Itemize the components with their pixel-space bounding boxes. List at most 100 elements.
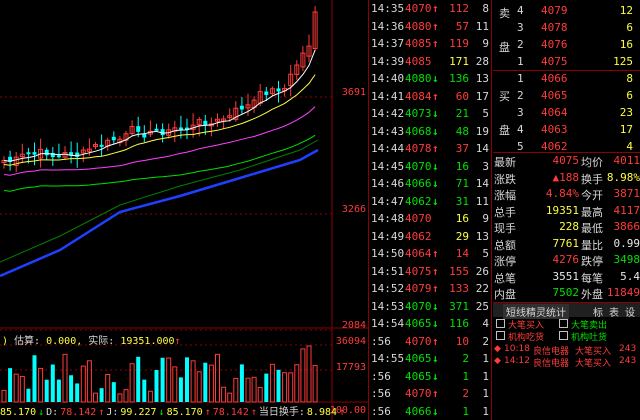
- volume-bar: [26, 388, 31, 402]
- candle-body: [300, 52, 306, 68]
- tick-row[interactable]: 14:40 4080 ↓ 136 13: [369, 70, 493, 88]
- tick-row[interactable]: 14:42 4073 ↓ 21 5: [369, 105, 493, 123]
- candle-body: [111, 136, 116, 141]
- checkbox-label: 大笔买入: [508, 321, 545, 331]
- up-arrow-icon: ↑: [432, 2, 439, 15]
- ask-level: 1: [517, 55, 524, 68]
- alert-item[interactable]: ◆ 10:18 良信电器 大笔买入 243: [493, 344, 640, 357]
- checkbox[interactable]: [559, 331, 568, 340]
- tick-row[interactable]: 14:54 4065 ↓ 116 4: [369, 315, 493, 333]
- volume-bar: [196, 371, 202, 403]
- separator: [493, 70, 640, 71]
- tick-count: 22: [475, 282, 489, 295]
- candle-body: [227, 115, 233, 119]
- stat-value: 3871: [613, 187, 640, 200]
- stat-value: 5.4: [620, 269, 640, 283]
- volume-bar: [44, 379, 49, 402]
- actual-label: 实际:: [88, 336, 115, 347]
- alert-item[interactable]: ◆ 14:12 良信电器 大笔买入 243: [493, 356, 640, 369]
- volume-bar: [239, 364, 244, 402]
- tick-price: 4065: [405, 352, 432, 365]
- tick-list[interactable]: 14:35 4070 ↑ 112 8 14:36 4080 ↑ 57 11 14:37 4085 ↑ 11…: [368, 0, 492, 420]
- alert-event: 大笔买入: [575, 359, 612, 369]
- tick-row[interactable]: 14:35 4070 ↑ 112 8: [369, 0, 493, 18]
- tick-count: 11: [475, 19, 489, 33]
- tick-row[interactable]: 14:55 4065 ↓ 2 1: [369, 350, 493, 368]
- up-arrow-icon: ↑: [432, 282, 439, 295]
- checkbox[interactable]: [496, 319, 505, 328]
- stat-label: 今开: [581, 189, 603, 202]
- tick-row[interactable]: 14:52 4079 ↑ 133 22: [369, 280, 493, 298]
- tick-row[interactable]: 14:44 4078 ↑ 37 14: [369, 140, 493, 158]
- down-arrow-icon: ↓: [432, 72, 439, 85]
- bid-price: 4066: [541, 72, 568, 85]
- tick-price: 4084: [405, 89, 432, 103]
- stat-value: 0.99: [613, 236, 640, 250]
- bid-price: 4062: [541, 140, 568, 153]
- tick-row[interactable]: 14:41 4084 ↑ 60 17: [369, 88, 493, 106]
- tick-row[interactable]: 14:49 4062 29 13: [369, 228, 493, 246]
- stat-label: 换手: [581, 172, 603, 186]
- candle-body: [44, 149, 49, 156]
- down-arrow-icon: ↓: [432, 194, 439, 208]
- tick-row[interactable]: 14:45 4070 ↓ 16 3: [369, 158, 493, 176]
- actual-value: 19351.000: [120, 336, 175, 347]
- tick-row[interactable]: 14:51 4075 ↑ 155 26: [369, 263, 493, 281]
- ask-price: 4075: [541, 55, 568, 68]
- volume-bar: [276, 369, 281, 402]
- tick-row[interactable]: :56 4070 ↑ 10 2: [369, 333, 493, 351]
- down-arrow-icon: ↓: [432, 159, 439, 173]
- down-arrow-icon: ↓: [432, 107, 439, 120]
- stat-label: 最低: [581, 222, 603, 235]
- tick-row[interactable]: 14:47 4062 ↓ 31 11: [369, 193, 493, 211]
- bid-level: 4: [517, 123, 524, 136]
- tick-count: 1: [482, 387, 489, 400]
- stat-value: 228: [559, 220, 579, 233]
- kline-chart[interactable]: 3691 3266 2084 36094 17793 100.00 ) 估算: …: [0, 0, 368, 420]
- bid-volume: 6: [626, 89, 633, 102]
- tick-row[interactable]: 14:43 4068 ↓ 48 19: [369, 123, 493, 141]
- tick-price: 4070: [405, 334, 432, 348]
- checkbox[interactable]: [559, 319, 568, 328]
- tick-price: 4075: [405, 264, 432, 278]
- tab-short-term-spirit[interactable]: 短线精灵统计: [503, 304, 569, 319]
- tick-volume: 119: [449, 37, 469, 50]
- checkbox[interactable]: [496, 331, 505, 340]
- stat-label: 均价: [581, 156, 603, 169]
- up-arrow-icon: ↑: [432, 387, 439, 400]
- volume-bar: [50, 364, 55, 402]
- volume-bar: [136, 356, 141, 402]
- tick-row[interactable]: 14:46 4066 ↓ 71 14: [369, 175, 493, 193]
- tick-time: 14:52: [371, 282, 405, 295]
- alert-event: 大笔买入: [575, 347, 612, 357]
- volume-bar: [312, 365, 318, 403]
- ask-volume: 16: [619, 38, 633, 51]
- tab-table[interactable]: 表: [609, 308, 619, 319]
- tick-row[interactable]: 14:48 4070 16 9: [369, 210, 493, 228]
- tick-time: :56: [371, 404, 391, 418]
- indicator-value: 85.170: [0, 407, 37, 418]
- tick-row[interactable]: 14:50 4064 ↑ 14 5: [369, 245, 493, 263]
- tick-row[interactable]: 14:36 4080 ↑ 57 11: [369, 18, 493, 36]
- tick-row[interactable]: 14:39 4085 171 28: [369, 53, 493, 71]
- candle-body: [288, 73, 294, 87]
- tick-count: 2: [482, 334, 489, 348]
- tick-price: 4085: [405, 37, 432, 50]
- tick-count: 14: [475, 177, 489, 190]
- indicator-value: 8.984: [306, 407, 338, 418]
- tab-mark[interactable]: 标: [593, 308, 603, 319]
- alert-value: 243: [619, 344, 637, 354]
- tick-row[interactable]: :56 4065 ↓ 1 1: [369, 368, 493, 386]
- tick-row[interactable]: :56 4070 ↑ 2 1: [369, 385, 493, 403]
- tick-count: 26: [475, 264, 489, 278]
- tab-settings[interactable]: 设: [625, 308, 635, 319]
- candle-body: [26, 152, 31, 155]
- tick-count: 5: [482, 107, 489, 120]
- stat-label: 内盘: [494, 288, 516, 301]
- ask-row: 1 4075 125: [493, 54, 640, 71]
- tick-row[interactable]: :56 4066 ↓ 1 1: [369, 403, 493, 420]
- ask-price: 4078: [541, 21, 568, 34]
- tick-row[interactable]: 14:37 4085 ↑ 119 9: [369, 35, 493, 53]
- stat-label: 每笔: [581, 271, 603, 285]
- tick-row[interactable]: 14:53 4070 ↓ 371 25: [369, 298, 493, 316]
